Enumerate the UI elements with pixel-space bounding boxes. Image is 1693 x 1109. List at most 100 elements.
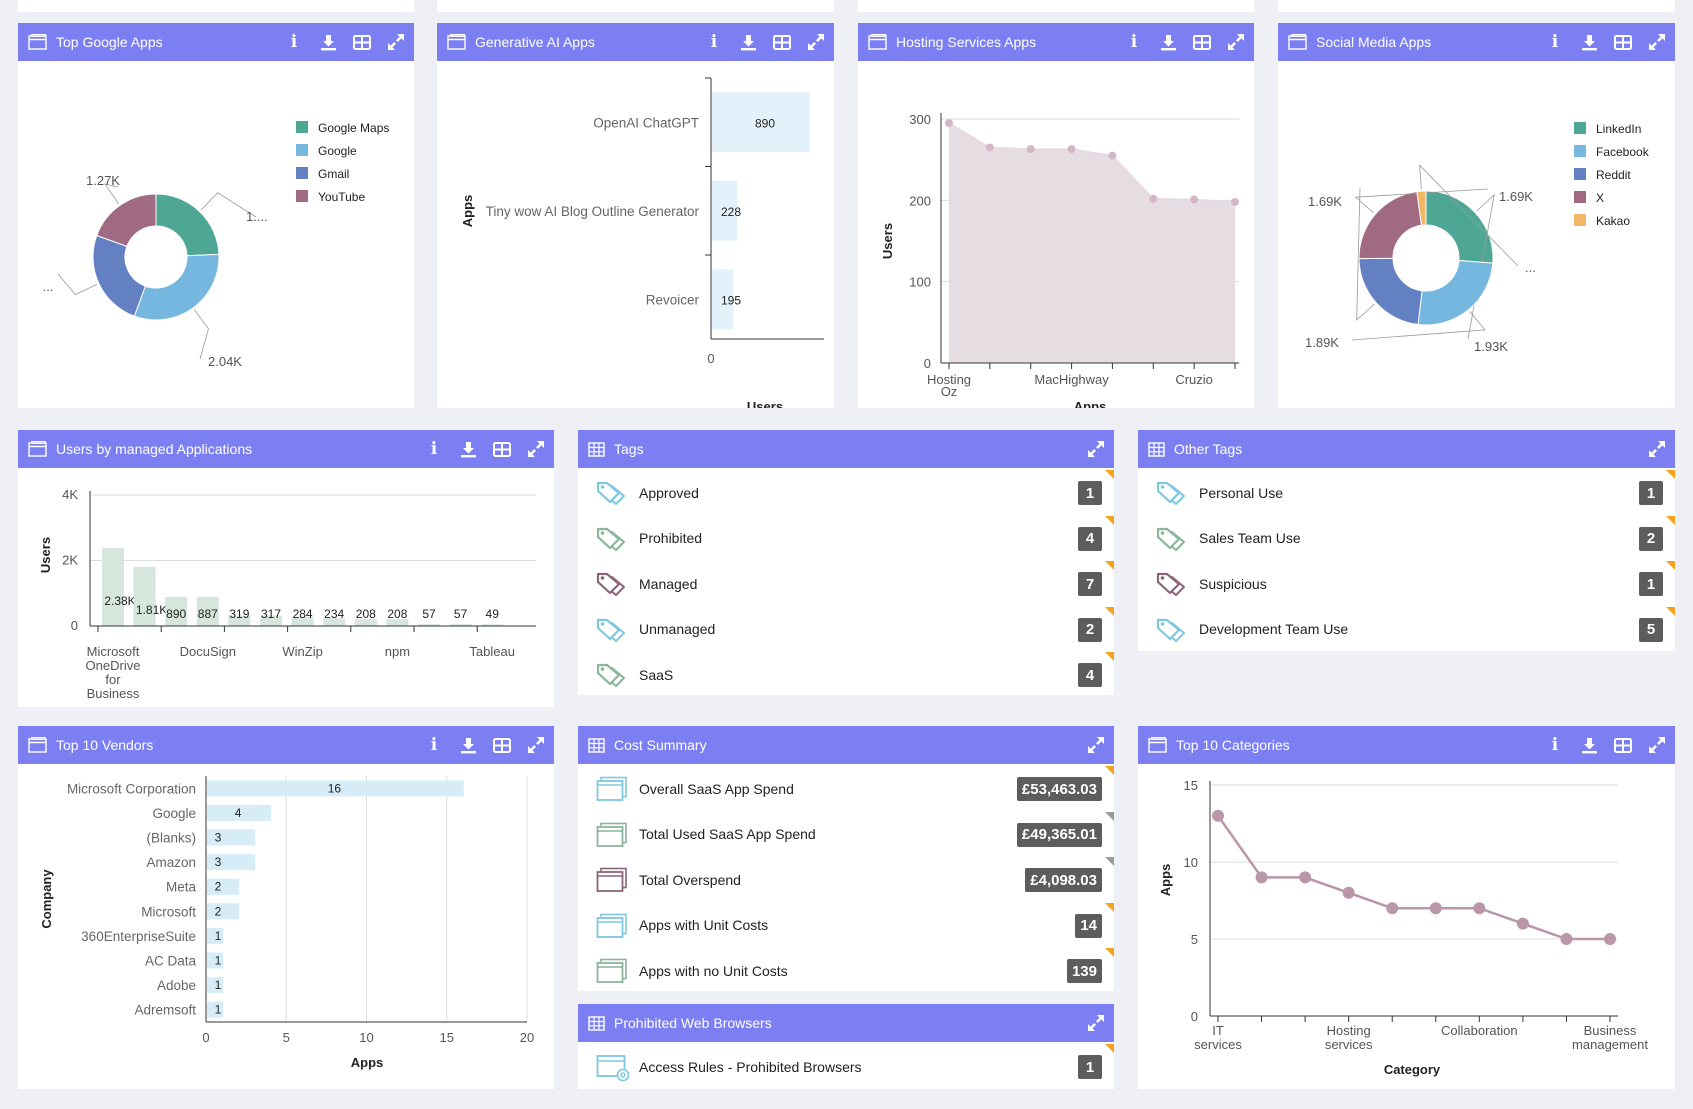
bar: [165, 596, 188, 626]
x-tick-label: Tableau: [469, 644, 515, 659]
download-icon[interactable]: [458, 439, 478, 459]
list-item[interactable]: Unmanaged 2: [578, 606, 1114, 652]
expand-icon[interactable]: [806, 32, 826, 52]
panel-edge: [18, 0, 414, 12]
panel-actions: i: [424, 430, 546, 468]
panel-header: Top Google Apps i: [18, 23, 414, 61]
info-icon[interactable]: i: [1130, 32, 1138, 52]
data-point: [1190, 195, 1199, 204]
info-icon[interactable]: i: [290, 32, 298, 52]
download-icon[interactable]: [458, 735, 478, 755]
table-icon[interactable]: [772, 32, 792, 52]
expand-icon[interactable]: [1086, 439, 1106, 459]
legend-label: Google Maps: [318, 121, 389, 135]
bar: [712, 269, 734, 330]
bar: [354, 619, 377, 626]
list-item[interactable]: Sales Team Use 2: [1138, 515, 1675, 561]
table-icon[interactable]: [1613, 32, 1633, 52]
panel-header: Other Tags: [1138, 430, 1675, 468]
download-icon[interactable]: [1579, 32, 1599, 52]
expand-icon[interactable]: [1647, 439, 1667, 459]
list-item[interactable]: Managed 7: [578, 561, 1114, 606]
panel-title: Generative AI Apps: [475, 34, 595, 50]
panel-actions: i: [1545, 23, 1667, 61]
list-item[interactable]: Apps with Unit Costs 14: [578, 902, 1114, 948]
data-point: [1212, 809, 1224, 822]
bar-data-label: 208: [387, 607, 407, 621]
pie-leader-line: [1419, 164, 1519, 267]
bar: [207, 878, 240, 895]
table-icon[interactable]: [1192, 32, 1212, 52]
data-point: [1149, 194, 1158, 203]
expand-icon[interactable]: [1647, 735, 1667, 755]
list-item[interactable]: Total Overspend £4,098.03: [578, 857, 1114, 902]
list-item[interactable]: Suspicious 1: [1138, 561, 1675, 606]
pie-data-label: ...: [1525, 260, 1536, 275]
top-google-apps-chart: 1.... 2.04K... 1.27K Google Maps Google Gmail…: [43, 121, 389, 369]
list-item[interactable]: Approved 1: [578, 470, 1114, 515]
x-tick-label: Business: [1584, 1023, 1637, 1038]
list-item[interactable]: SaaS 4: [578, 652, 1114, 697]
corner-marker: [1666, 470, 1675, 479]
count-badge: £4,098.03: [1025, 868, 1102, 892]
bar: [323, 618, 346, 626]
list-item[interactable]: Personal Use 1: [1138, 470, 1675, 515]
expand-icon[interactable]: [386, 32, 406, 52]
expand-icon[interactable]: [526, 735, 546, 755]
table-icon[interactable]: [492, 439, 512, 459]
y-tick-label: Amazon: [146, 855, 196, 870]
info-icon[interactable]: i: [1551, 32, 1559, 52]
download-icon[interactable]: [318, 32, 338, 52]
legend-label: Gmail: [318, 167, 349, 181]
list-item-label: Sales Team Use: [1199, 530, 1301, 546]
bar-data-label: 1: [215, 978, 222, 992]
pie-data-label: 2.04K: [208, 354, 242, 369]
corner-marker: [1105, 857, 1114, 866]
pie-slice: [1416, 190, 1427, 226]
users-by-managed-applications-panel: Users by managed Applications i 0 2K 4K 2.3…: [18, 430, 554, 729]
list-item[interactable]: Prohibited 4: [578, 515, 1114, 561]
info-icon[interactable]: i: [430, 735, 438, 755]
download-icon[interactable]: [738, 32, 758, 52]
panel-actions: i: [424, 726, 546, 764]
list-item[interactable]: Access Rules - Prohibited Browsers 1: [578, 1044, 1114, 1089]
table-icon[interactable]: [352, 32, 372, 52]
table-icon[interactable]: [492, 735, 512, 755]
y-tick-label: Microsoft: [141, 904, 196, 919]
table-icon[interactable]: [1613, 735, 1633, 755]
tag-icon: [596, 571, 626, 602]
expand-icon[interactable]: [1647, 32, 1667, 52]
count-badge: £49,365.01: [1016, 822, 1102, 847]
series-line: [948, 122, 1236, 203]
expand-icon[interactable]: [1086, 735, 1106, 755]
download-icon[interactable]: [1158, 32, 1178, 52]
info-icon[interactable]: i: [1551, 735, 1559, 755]
panel-actions: [1086, 1004, 1106, 1042]
bar: [418, 624, 440, 626]
list-item[interactable]: Apps with no Unit Costs 139: [578, 948, 1114, 993]
corner-marker: [1105, 811, 1114, 821]
corner-marker: [1105, 948, 1114, 957]
count-badge: 4: [1078, 526, 1102, 551]
expand-icon[interactable]: [1226, 32, 1246, 52]
pie-leader-line: [1351, 311, 1486, 341]
list-item-label: Overall SaaS App Spend: [639, 780, 794, 797]
tag-icon: [596, 662, 626, 693]
info-icon[interactable]: i: [710, 32, 718, 52]
download-icon[interactable]: [1579, 735, 1599, 755]
list-item[interactable]: Overall SaaS App Spend £53,463.03: [578, 766, 1114, 811]
bar-data-label: 319: [229, 607, 249, 621]
bar: [207, 854, 256, 871]
expand-icon[interactable]: [526, 439, 546, 459]
pie-leader-line: [193, 309, 209, 360]
pie-data-label: 1.89K: [1305, 335, 1339, 350]
list-item[interactable]: Total Used SaaS App Spend £49,365.01: [578, 811, 1114, 857]
bar: [102, 548, 124, 626]
info-icon[interactable]: i: [430, 439, 438, 459]
expand-icon[interactable]: [1086, 1013, 1106, 1033]
y-tick-label: AC Data: [145, 954, 197, 969]
pie-data-label: ...: [43, 279, 54, 294]
y-axis-title: Apps: [1158, 864, 1173, 897]
bar-data-label: 16: [328, 781, 342, 795]
list-item[interactable]: Development Team Use 5: [1138, 606, 1675, 652]
